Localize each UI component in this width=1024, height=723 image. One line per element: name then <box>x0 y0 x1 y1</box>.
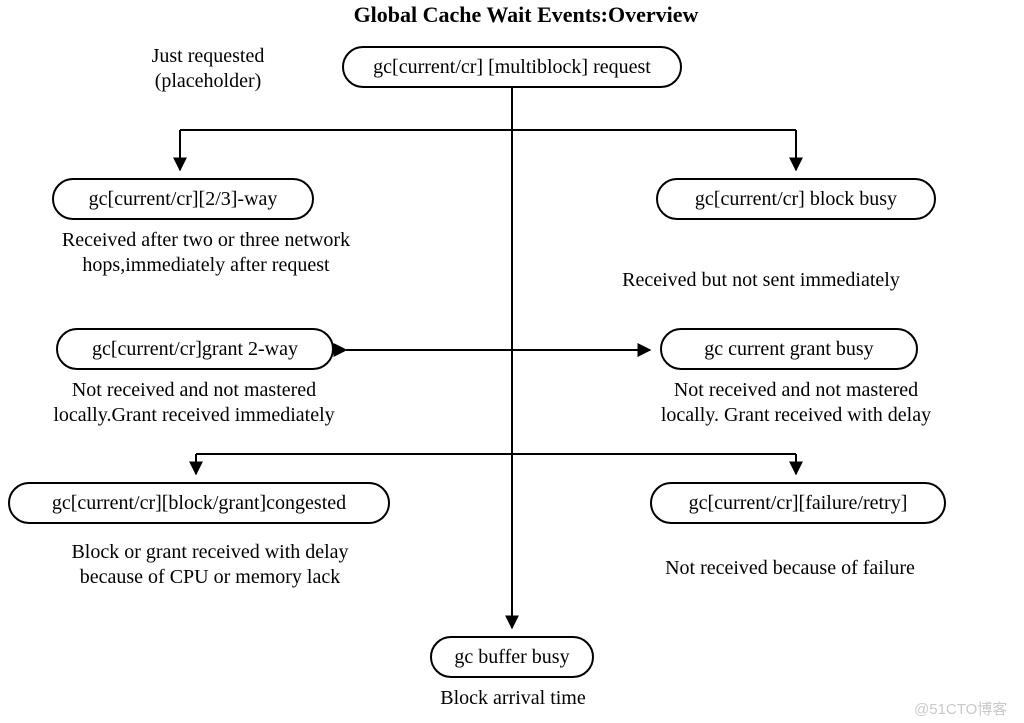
caption-grant-2way: Not received and not masteredlocally.Gra… <box>14 378 374 428</box>
node-failure-label: gc[current/cr][failure/retry] <box>689 492 908 515</box>
watermark: @51CTO博客 <box>914 698 1007 719</box>
caption-grant-busy: Not received and not masteredlocally. Gr… <box>616 378 976 428</box>
node-block-busy: gc[current/cr] block busy <box>656 178 936 220</box>
node-grant-2way: gc[current/cr]grant 2-way <box>56 328 334 370</box>
node-2way-label: gc[current/cr][2/3]-way <box>89 188 278 211</box>
node-grant-2way-label: gc[current/cr]grant 2-way <box>92 338 298 361</box>
node-congested: gc[current/cr][block/grant]congested <box>8 482 390 524</box>
node-failure: gc[current/cr][failure/retry] <box>650 482 946 524</box>
caption-failure: Not received because of failure <box>620 556 960 581</box>
node-root: gc[current/cr] [multiblock] request <box>342 46 682 88</box>
diagram-title: Global Cache Wait Events:Overview <box>336 2 716 28</box>
caption-buffer: Block arrival time <box>428 686 598 711</box>
caption-placeholder: Just requested(placeholder) <box>108 44 308 94</box>
node-root-label: gc[current/cr] [multiblock] request <box>373 56 651 79</box>
node-congested-label: gc[current/cr][block/grant]congested <box>52 492 346 515</box>
node-buffer-busy: gc buffer busy <box>430 636 594 678</box>
caption-block-busy: Received but not sent immediately <box>576 268 946 293</box>
caption-2way: Received after two or three networkhops,… <box>26 228 386 278</box>
node-block-busy-label: gc[current/cr] block busy <box>695 188 897 211</box>
node-grant-busy-label: gc current grant busy <box>704 338 873 361</box>
node-grant-busy: gc current grant busy <box>660 328 918 370</box>
caption-congested: Block or grant received with delaybecaus… <box>30 540 390 590</box>
node-buffer-busy-label: gc buffer busy <box>454 646 569 669</box>
node-2way: gc[current/cr][2/3]-way <box>52 178 314 220</box>
